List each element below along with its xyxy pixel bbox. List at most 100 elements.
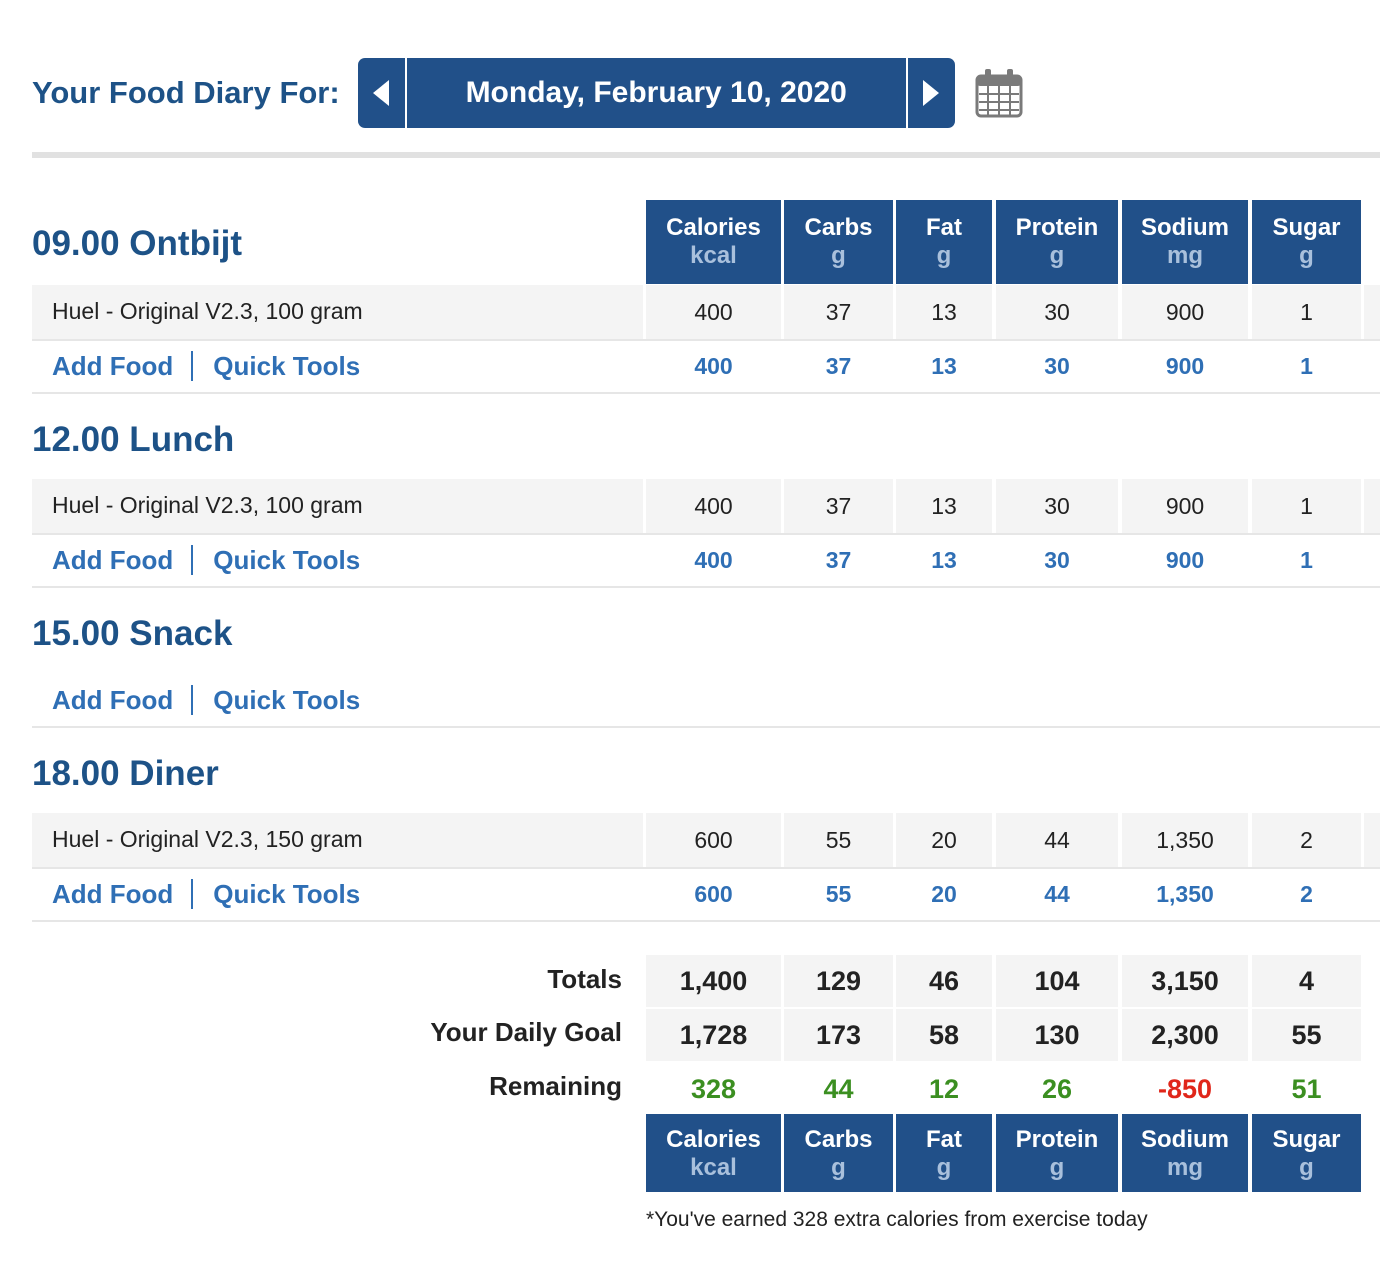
row-divider	[32, 533, 1380, 535]
goal-protein: 130	[996, 1009, 1118, 1061]
meal-total-carbs: 37	[825, 547, 852, 573]
quick-tools-link[interactable]: Quick Tools	[213, 350, 361, 381]
column-header-carbs: Carbs g	[784, 200, 893, 284]
exercise-footnote: *You've earned 328 extra calories from e…	[646, 1208, 1148, 1231]
meal-divider	[32, 392, 1380, 394]
add-food-link[interactable]: Add Food	[52, 350, 174, 381]
column-footer-carbs: Carbs g	[784, 1114, 893, 1192]
food-protein: 30	[996, 285, 1118, 339]
meal-title-dinner: 18.00 Diner	[32, 754, 219, 793]
food-protein: 30	[996, 479, 1118, 533]
food-calories: 400	[646, 479, 781, 533]
chevron-left-icon	[373, 80, 390, 106]
meal-divider	[32, 920, 1380, 922]
food-name-link[interactable]: Huel - Original V2.3, 100 gram	[32, 285, 643, 339]
column-footer-sodium: Sodium mg	[1122, 1114, 1248, 1192]
column-header-fat: Fat g	[896, 200, 992, 284]
header-divider	[32, 152, 1380, 158]
meal-action-links: Add Food Quick Tools	[52, 674, 360, 726]
diary-header: Your Food Diary For: Monday, February 10…	[32, 58, 1023, 128]
food-carbs: 37	[784, 479, 893, 533]
meal-total-protein: 44	[1044, 881, 1070, 907]
meal-actions-lunch: Add Food Quick Tools 400 37 13 30 900 1	[32, 534, 1380, 586]
food-row: Huel - Original V2.3, 150 gram 600 55 20…	[32, 813, 1380, 867]
link-separator	[191, 545, 194, 575]
next-day-button[interactable]	[907, 58, 955, 128]
meal-total-sodium: 900	[1165, 547, 1205, 573]
food-sodium: 1,350	[1122, 813, 1248, 867]
daily-goal-label: Your Daily Goal	[430, 1017, 622, 1047]
meal-total-calories: 600	[694, 881, 733, 907]
link-separator	[191, 879, 194, 909]
food-name-link[interactable]: Huel - Original V2.3, 100 gram	[32, 479, 643, 533]
chevron-right-icon	[923, 80, 940, 106]
food-name-link[interactable]: Huel - Original V2.3, 150 gram	[32, 813, 643, 867]
goal-sugar: 55	[1252, 1009, 1361, 1061]
goal-fat: 58	[896, 1009, 992, 1061]
meal-divider	[32, 586, 1380, 588]
meal-actions-breakfast: Add Food Quick Tools 400 37 13 30 900 1	[32, 340, 1380, 392]
totals-label: Totals	[547, 964, 622, 994]
food-calories: 400	[646, 285, 781, 339]
totals-calories: 1,400	[646, 955, 781, 1007]
column-footer-sugar: Sugar g	[1252, 1114, 1361, 1192]
meal-total-calories: 400	[694, 547, 733, 573]
meal-action-links: Add Food Quick Tools	[52, 868, 360, 920]
food-sugar: 1	[1252, 479, 1361, 533]
previous-day-button[interactable]	[357, 58, 405, 128]
food-sodium: 900	[1122, 479, 1248, 533]
add-food-link[interactable]: Add Food	[52, 544, 174, 575]
current-date: Monday, February 10, 2020	[404, 58, 908, 128]
meal-total-sugar: 1	[1300, 547, 1313, 573]
food-fat: 13	[896, 479, 992, 533]
link-separator	[191, 351, 194, 381]
food-row-edge	[1364, 285, 1380, 339]
food-sugar: 2	[1252, 813, 1361, 867]
goal-sodium: 2,300	[1122, 1009, 1248, 1061]
food-calories: 600	[646, 813, 781, 867]
add-food-link[interactable]: Add Food	[52, 684, 174, 715]
meal-total-calories: 400	[694, 353, 733, 379]
meal-total-sodium: 1,350	[1156, 881, 1214, 907]
remaining-label: Remaining	[489, 1071, 622, 1101]
meal-actions-dinner: Add Food Quick Tools 600 55 20 44 1,350 …	[32, 868, 1380, 920]
meal-total-protein: 30	[1044, 547, 1070, 573]
link-separator	[191, 685, 194, 715]
food-row-edge	[1364, 813, 1380, 867]
remaining-sodium: -850	[1122, 1063, 1248, 1115]
column-footer-fat: Fat g	[896, 1114, 992, 1192]
goal-carbs: 173	[784, 1009, 893, 1061]
quick-tools-link[interactable]: Quick Tools	[213, 544, 361, 575]
meal-title-lunch: 12.00 Lunch	[32, 420, 235, 459]
remaining-sugar: 51	[1252, 1063, 1361, 1115]
remaining-protein: 26	[996, 1063, 1118, 1115]
remaining-calories: 328	[646, 1063, 781, 1115]
food-fat: 13	[896, 285, 992, 339]
remaining-fat: 12	[896, 1063, 992, 1115]
calendar-icon[interactable]	[975, 68, 1023, 118]
diary-label: Your Food Diary For:	[32, 75, 340, 110]
meal-action-links: Add Food Quick Tools	[52, 340, 360, 392]
meal-total-protein: 30	[1044, 353, 1070, 379]
meal-title-snack: 15.00 Snack	[32, 614, 233, 653]
goal-calories: 1,728	[646, 1009, 781, 1061]
column-header-calories: Calories kcal	[646, 200, 781, 284]
meal-actions-snack: Add Food Quick Tools	[32, 674, 1380, 726]
food-row-edge	[1364, 479, 1380, 533]
totals-sugar: 4	[1252, 955, 1361, 1007]
row-divider	[32, 339, 1380, 341]
meal-total-sugar: 2	[1300, 881, 1313, 907]
meal-title-breakfast: 09.00 Ontbijt	[32, 224, 243, 263]
quick-tools-link[interactable]: Quick Tools	[213, 878, 361, 909]
column-footer-protein: Protein g	[996, 1114, 1118, 1192]
meal-total-carbs: 37	[825, 353, 852, 379]
quick-tools-link[interactable]: Quick Tools	[213, 684, 361, 715]
date-navigator: Monday, February 10, 2020	[357, 58, 955, 128]
food-carbs: 55	[784, 813, 893, 867]
meal-total-sodium: 900	[1165, 353, 1205, 379]
row-divider	[32, 867, 1380, 869]
totals-sodium: 3,150	[1122, 955, 1248, 1007]
remaining-carbs: 44	[784, 1063, 893, 1115]
add-food-link[interactable]: Add Food	[52, 878, 174, 909]
totals-fat: 46	[896, 955, 992, 1007]
